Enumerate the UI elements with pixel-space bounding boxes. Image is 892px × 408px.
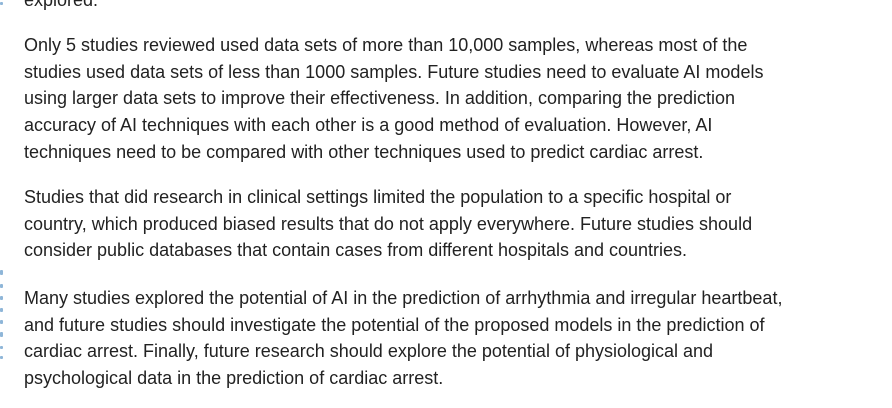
edge-mark — [0, 346, 3, 349]
edge-mark — [0, 296, 3, 300]
paragraph-line: psychological data in the prediction of … — [24, 368, 444, 389]
paragraph-line: techniques need to be compared with othe… — [24, 141, 704, 162]
paragraph-line: consider public databases that contain c… — [24, 240, 688, 261]
paragraph-line: and future studies should investigate th… — [24, 314, 765, 335]
paragraph-clinical-settings: Studies that did research in clinical se… — [24, 184, 874, 264]
clipped-previous-line: explored. — [24, 0, 99, 10]
edge-mark — [0, 356, 3, 359]
edge-mark — [0, 332, 3, 337]
paragraph-line: studies used data sets of less than 1000… — [24, 61, 764, 82]
paragraph-line: Only 5 studies reviewed used data sets o… — [24, 35, 748, 55]
edge-mark — [0, 308, 3, 312]
paragraph-line: accuracy of AI techniques with each othe… — [24, 115, 713, 136]
paragraph-data-set-size: Only 5 studies reviewed used data sets o… — [24, 32, 874, 166]
paragraph-line: Studies that did research in clinical se… — [24, 187, 732, 207]
edge-mark — [0, 2, 3, 5]
paragraph-line: country, which produced biased results t… — [24, 213, 753, 234]
paragraph-line: Many studies explored the potential of A… — [24, 288, 783, 308]
edge-mark — [0, 284, 3, 288]
left-edge-strip — [0, 0, 4, 408]
paragraph-line: cardiac arrest. Finally, future research… — [24, 341, 714, 362]
paragraph-future-research: Many studies explored the potential of A… — [24, 285, 874, 392]
paragraph-line: using larger data sets to improve their … — [24, 88, 736, 109]
edge-mark — [0, 270, 3, 275]
edge-mark — [0, 320, 3, 324]
